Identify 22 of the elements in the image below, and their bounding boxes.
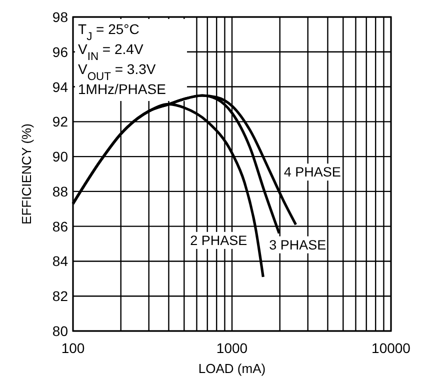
series-label: 3 PHASE <box>269 237 326 252</box>
y-tick-label: 80 <box>52 323 68 339</box>
y-tick-label: 90 <box>52 148 68 165</box>
series-label: 2 PHASE <box>190 232 248 248</box>
x-tick-label: 100 <box>61 340 85 356</box>
y-tick-label: 88 <box>52 183 68 200</box>
y-tick-label: 96 <box>52 44 68 60</box>
series-label: 4 PHASE <box>284 164 341 180</box>
annotation: T$_{J}$ = 25°C <box>78 21 140 43</box>
annotation: V$_{IN}$ = 2.4V <box>78 41 144 63</box>
annotation: V$_{OUT}$ = 3.3V <box>78 61 156 83</box>
x-axis-title: LOAD (mA) <box>198 361 266 376</box>
y-tick-label: 94 <box>52 78 68 95</box>
y-tick-label: 86 <box>52 218 68 234</box>
y-tick-label: 92 <box>52 114 68 130</box>
y-tick-label: 84 <box>52 253 68 270</box>
annotation: 1MHz/PHASE <box>78 81 166 97</box>
y-tick-label: 98 <box>52 9 68 25</box>
x-tick-label: 1000 <box>216 340 248 356</box>
y-axis-title: EFFICIENCY (%) <box>19 124 34 224</box>
y-tick-label: 82 <box>52 288 68 304</box>
x-tick-label: 10000 <box>372 340 411 356</box>
